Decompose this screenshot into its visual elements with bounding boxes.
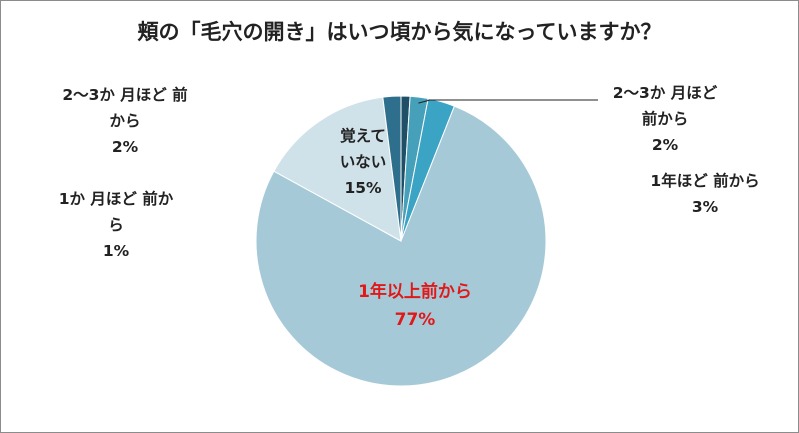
slice-label-1-month: 1か 月ほど 前から 1% bbox=[36, 186, 196, 264]
pie-slice-3 bbox=[273, 96, 402, 242]
chart-title: 頬の「毛穴の開き」はいつ頃から気になっていますか？ bbox=[137, 20, 662, 44]
slice-value-label: 2% bbox=[651, 136, 679, 154]
slice-label-2-3-months-left: 2〜3か 月ほど 前から 2% bbox=[40, 82, 210, 160]
pie-slice-0 bbox=[382, 95, 402, 242]
slice-label-line: 1年ほど 前から bbox=[650, 172, 760, 190]
pie-slice-2 bbox=[255, 105, 547, 387]
slice-label-2-3-months-right: 2〜3か 月ほど 前から 2% bbox=[590, 80, 740, 158]
slice-label-line: 2〜3か 月ほど bbox=[612, 84, 718, 102]
slice-label-line: 覚えて bbox=[340, 127, 386, 145]
slice-label-line: ら bbox=[108, 216, 124, 234]
slice-label-line: 前から bbox=[641, 110, 689, 128]
slice-label-line: から bbox=[109, 112, 141, 130]
slice-label-dont-remember: 覚えていない 15% bbox=[318, 123, 408, 201]
slice-value-label: 77% bbox=[394, 310, 436, 330]
slice-value-label: 3% bbox=[691, 198, 719, 216]
slice-value-label: 2% bbox=[111, 138, 139, 156]
slice-label-1-year: 1年ほど 前から 3% bbox=[625, 168, 785, 220]
slice-value-label: 15% bbox=[344, 179, 382, 197]
slice-label-line: 1年以上前から bbox=[358, 282, 472, 302]
leader-line bbox=[418, 99, 598, 104]
slice-label-line: いない bbox=[339, 153, 387, 171]
slice-label-line: 2〜3か 月ほど 前 bbox=[62, 86, 188, 104]
slice-label-over-1-year: 1年以上前から 77% bbox=[315, 278, 515, 334]
slice-label-line: 1か 月ほど 前か bbox=[58, 190, 174, 208]
slice-value-label: 1% bbox=[102, 242, 130, 260]
